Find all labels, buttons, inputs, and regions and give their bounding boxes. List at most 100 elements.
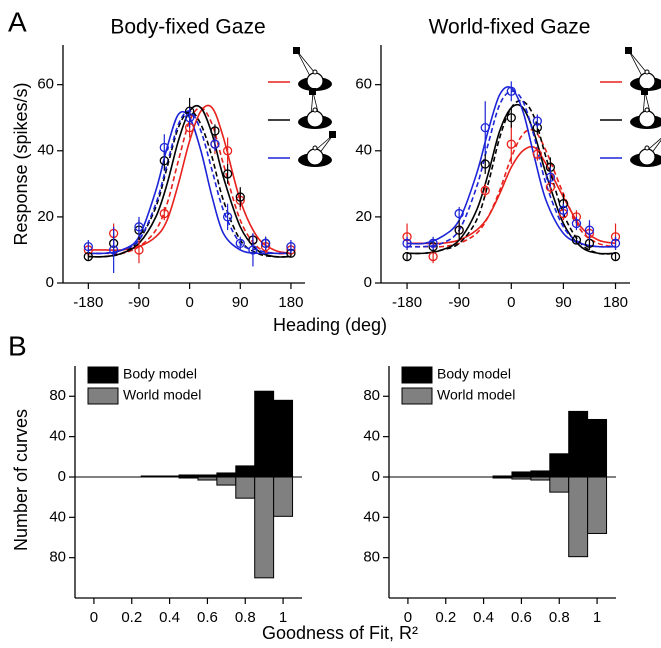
- bar: [568, 410, 589, 478]
- x-tick-label: 0.8: [235, 609, 256, 626]
- bar: [178, 476, 199, 479]
- bar: [254, 390, 275, 478]
- y-tick-label: 40: [363, 508, 380, 525]
- y-tick-label: 80: [363, 549, 380, 566]
- x-axis-label: Goodness of Fit, R²: [262, 623, 418, 643]
- x-tick-label: 1: [593, 609, 601, 626]
- data-point: [159, 142, 169, 153]
- y-tick-label: 60: [355, 76, 372, 93]
- icon-nose: [312, 69, 318, 75]
- icon-head: [306, 148, 324, 166]
- bar: [511, 471, 532, 478]
- bar: [587, 476, 608, 534]
- data-point: [402, 251, 412, 262]
- data-point: [159, 208, 169, 219]
- panel-label: A: [8, 6, 27, 37]
- x-axis-label: Heading (deg): [273, 315, 387, 335]
- x-tick-label: 0: [90, 609, 98, 626]
- data-point: [571, 235, 582, 245]
- data-point: [235, 238, 245, 248]
- icon-nose: [644, 107, 650, 113]
- data-point: [610, 251, 621, 262]
- icon-nose: [312, 145, 318, 151]
- bar: [568, 476, 589, 558]
- bar: [235, 476, 256, 499]
- legend-swatch: [401, 366, 433, 384]
- y-tick-label: 0: [372, 468, 380, 485]
- x-tick-label: 0.2: [121, 609, 142, 626]
- x-tick-label: 1: [279, 609, 287, 626]
- x-tick-label: 0.4: [159, 609, 180, 626]
- bar: [530, 476, 551, 481]
- data-point: [532, 116, 542, 126]
- y-tick-label: 0: [58, 468, 66, 485]
- icon-target: [329, 131, 336, 138]
- bar: [492, 476, 513, 479]
- bar: [235, 465, 256, 478]
- y-tick-label: 40: [37, 142, 54, 159]
- bar: [216, 476, 237, 486]
- data-point: [210, 139, 220, 149]
- x-tick-label: 180: [603, 294, 628, 311]
- y-tick-label: 0: [364, 274, 372, 291]
- icon-nose: [644, 69, 650, 75]
- y-tick-label: 60: [37, 76, 54, 93]
- icon-head: [638, 148, 656, 166]
- data-point: [210, 126, 220, 136]
- bar: [549, 453, 570, 478]
- x-tick-label: 0.2: [435, 609, 456, 626]
- bar: [197, 476, 218, 481]
- data-point: [506, 113, 516, 123]
- y-tick-label: 80: [49, 387, 66, 404]
- data-point: [134, 245, 144, 255]
- icon-head: [306, 72, 324, 90]
- data-point: [454, 208, 464, 219]
- data-point: [248, 245, 258, 255]
- icon-gaze: [650, 139, 661, 155]
- y-tick-label: 40: [49, 508, 66, 525]
- legend-label: Body model: [437, 366, 511, 382]
- data-point: [260, 238, 271, 248]
- data-point: [428, 238, 438, 248]
- x-tick-label: -90: [448, 294, 470, 311]
- data-point: [571, 218, 582, 229]
- data-point: [109, 245, 119, 255]
- bar: [273, 476, 294, 517]
- x-tick-label: 0.8: [549, 609, 570, 626]
- bar: [549, 476, 570, 493]
- x-tick-label: 90: [232, 294, 249, 311]
- legend-label: World model: [123, 387, 201, 403]
- icon-nose: [312, 107, 318, 113]
- icon-gaze: [628, 50, 644, 79]
- bar: [530, 470, 551, 478]
- x-tick-label: -180: [392, 294, 422, 311]
- data-point: [286, 241, 296, 252]
- legend-swatch: [87, 387, 119, 405]
- icon-head: [638, 110, 656, 128]
- icon-target: [309, 88, 316, 95]
- legend-swatch: [401, 387, 433, 405]
- bar: [254, 476, 275, 579]
- panel-label: B: [8, 330, 27, 361]
- x-tick-label: -90: [128, 294, 150, 311]
- data-point: [222, 212, 233, 222]
- data-point: [402, 238, 412, 248]
- fit-curve: [407, 90, 616, 248]
- data-point: [558, 205, 569, 215]
- icon-head: [638, 72, 656, 90]
- icon-gaze: [296, 50, 312, 79]
- chart-title: World-fixed Gaze: [429, 16, 591, 39]
- data-point: [235, 192, 245, 202]
- y-tick-label: 80: [49, 549, 66, 566]
- icon-nose: [644, 145, 650, 151]
- bar: [140, 475, 161, 478]
- legend-label: World model: [437, 387, 515, 403]
- icon-target: [625, 47, 632, 54]
- fit-curve: [88, 104, 292, 255]
- y-axis-label: Response (spikes/s): [11, 82, 31, 245]
- data-point: [532, 149, 542, 159]
- bar: [159, 475, 180, 478]
- data-point: [222, 146, 233, 156]
- y-tick-label: 20: [355, 208, 372, 225]
